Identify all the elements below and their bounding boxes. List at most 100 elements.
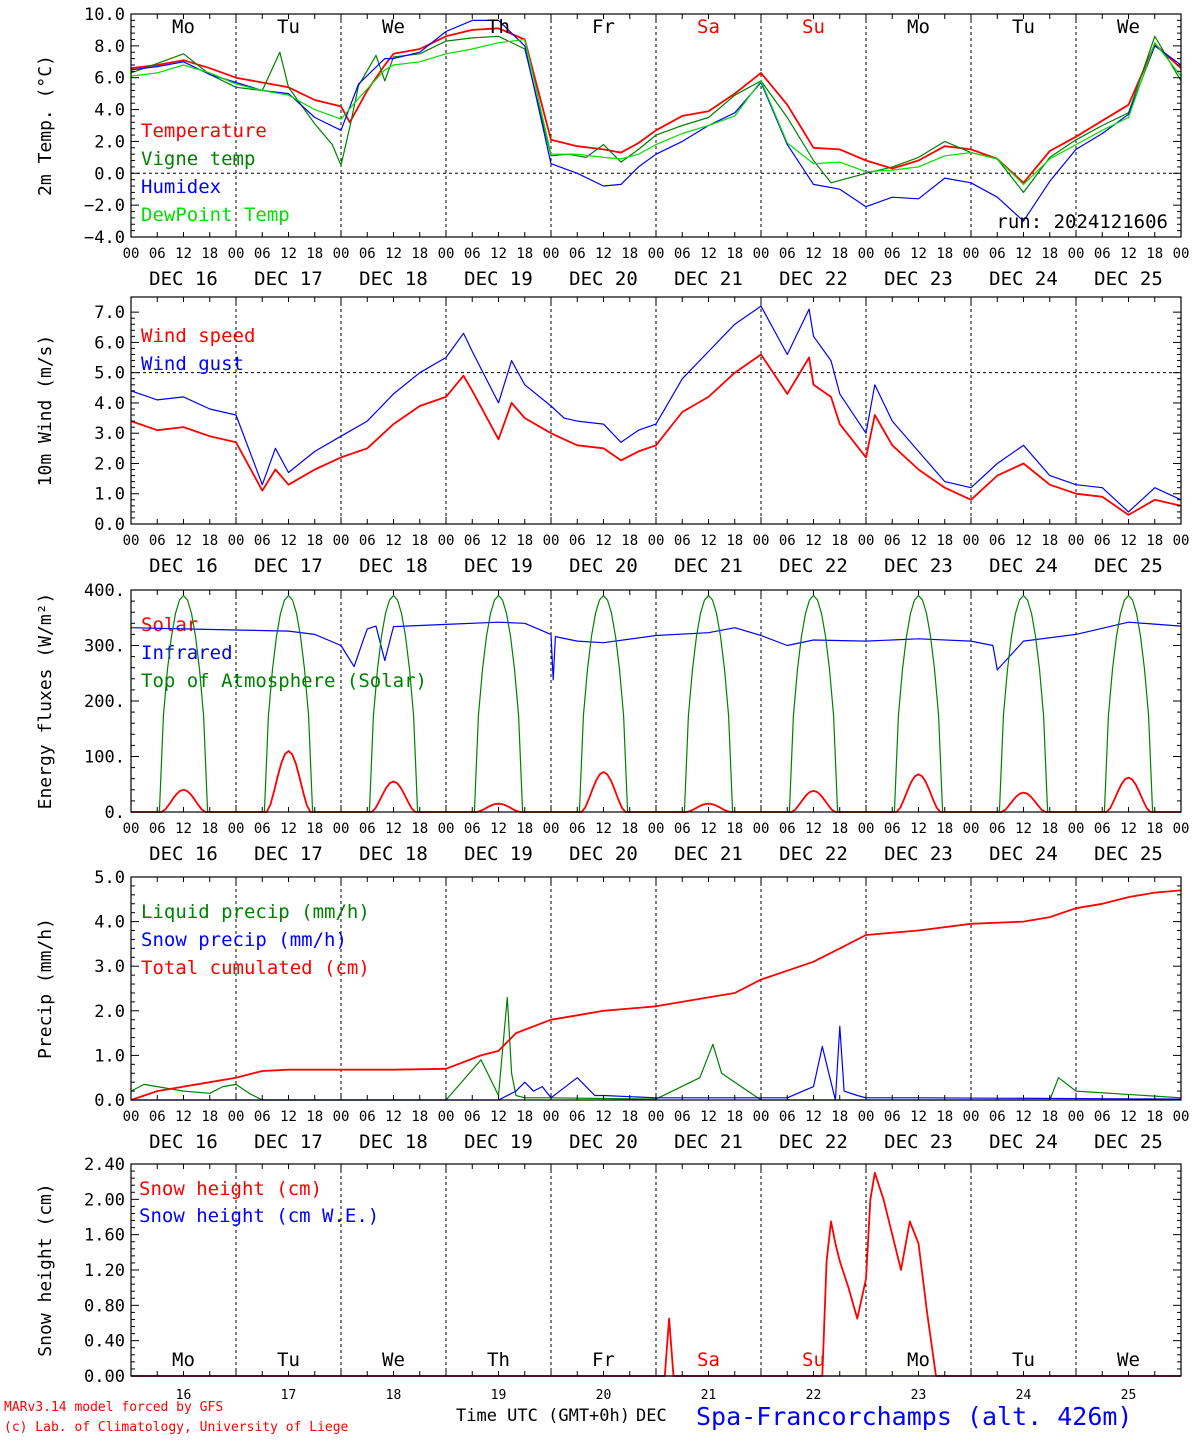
hour-tick-label: 00 [1173, 1109, 1190, 1125]
y-tick-label: 2.0 [94, 132, 125, 152]
date-label: DEC 19 [464, 555, 533, 577]
hour-tick-label: 06 [884, 533, 901, 549]
hour-tick-label: 18 [831, 246, 848, 262]
hour-tick-label: 06 [1094, 821, 1111, 837]
hour-tick-label: 12 [595, 821, 612, 837]
y-tick-label: 0. [105, 803, 125, 823]
hour-tick-label: 00 [858, 533, 875, 549]
y-tick-label: 3.0 [94, 424, 125, 444]
hour-tick-label: 18 [516, 533, 533, 549]
date-label: DEC 21 [674, 1131, 743, 1153]
weekday-label: Th [487, 1349, 510, 1371]
weekday-label: Th [487, 16, 510, 38]
hour-tick-label: 18 [621, 246, 638, 262]
xaxis-title: Time UTC (GMT+0h) DEC [456, 1406, 667, 1426]
hour-tick-label: 06 [464, 1109, 481, 1125]
hour-tick-label: 06 [1094, 1109, 1111, 1125]
hour-tick-label: 06 [254, 821, 271, 837]
hour-tick-label: 12 [280, 246, 297, 262]
hour-tick-label: 18 [201, 533, 218, 549]
hour-tick-label: 12 [1015, 821, 1032, 837]
hour-tick-label: 12 [490, 1109, 507, 1125]
hour-tick-label: 06 [1094, 246, 1111, 262]
date-label: DEC 21 [674, 268, 743, 290]
hour-tick-label: 00 [648, 246, 665, 262]
hour-tick-label: 06 [674, 821, 691, 837]
y-tick-label: 1.60 [84, 1226, 125, 1246]
date-label: DEC 20 [569, 268, 638, 290]
y-tick-label: 6.0 [94, 333, 125, 353]
y-tick-label: 400. [84, 581, 125, 601]
hour-tick-label: 00 [1173, 821, 1190, 837]
hour-tick-label: 00 [648, 821, 665, 837]
y-tick-label: 0.0 [94, 164, 125, 184]
hour-tick-label: 12 [910, 821, 927, 837]
y-tick-label: 2.00 [84, 1190, 125, 1210]
hour-tick-label: 06 [569, 1109, 586, 1125]
hour-tick-label: 12 [910, 533, 927, 549]
hour-tick-label: 18 [936, 821, 953, 837]
series-line-wind-gust [130, 305, 1182, 513]
date-label: DEC 25 [1094, 843, 1163, 865]
hour-tick-label: 18 [516, 821, 533, 837]
hour-tick-label: 18 [306, 821, 323, 837]
credit-lab: (c) Lab. of Climatology, University of L… [4, 1420, 349, 1435]
legend-entry: Wind speed [141, 325, 255, 347]
y-tick-label: 0.0 [94, 1091, 125, 1111]
hour-tick-label: 12 [700, 246, 717, 262]
hour-tick-label: 12 [910, 1109, 927, 1125]
hour-tick-label: 18 [936, 533, 953, 549]
y-tick-label: 4.0 [94, 394, 125, 414]
y-tick-label: 200. [84, 692, 125, 712]
hour-tick-label: 12 [385, 1109, 402, 1125]
y-tick-label: 0.80 [84, 1296, 125, 1316]
legend-entry: Liquid precip (mm/h) [141, 901, 370, 923]
date-label: DEC 21 [674, 843, 743, 865]
hour-tick-label: 06 [464, 533, 481, 549]
series-line-liquid-precip-mm-h- [130, 996, 1182, 1101]
date-label: DEC 19 [464, 843, 533, 865]
weekday-label: Tu [1012, 16, 1035, 38]
date-label: DEC 20 [569, 555, 638, 577]
hour-tick-label: 00 [543, 1109, 560, 1125]
date-label: DEC 23 [884, 1131, 953, 1153]
hour-tick-label: 06 [989, 246, 1006, 262]
legend-entry: Infrared [141, 642, 233, 664]
hour-tick-label: 06 [884, 246, 901, 262]
date-label: DEC 16 [149, 843, 218, 865]
hour-tick-label: 00 [543, 821, 560, 837]
hour-tick-label: 18 [621, 1109, 638, 1125]
y-tick-label: 3.0 [94, 957, 125, 977]
hour-tick-label: 06 [779, 1109, 796, 1125]
hour-tick-label: 18 [831, 821, 848, 837]
legend-entry: Snow height (cm W.E.) [139, 1205, 379, 1227]
xaxis-title-text: Time UTC (GMT+0h) [456, 1406, 630, 1426]
y-tick-label: 4.0 [94, 913, 125, 933]
hour-tick-label: 00 [963, 246, 980, 262]
hour-tick-label: 06 [359, 1109, 376, 1125]
legend-entry: Top of Atmosphere (Solar) [141, 670, 427, 692]
date-label: DEC 22 [779, 555, 848, 577]
legend-entry: Wind gust [141, 353, 244, 375]
weekday-label: Mo [907, 16, 930, 38]
hour-tick-label: 00 [123, 246, 140, 262]
weekday-label: We [382, 16, 405, 38]
hour-tick-label: 12 [385, 821, 402, 837]
legend-entry: Snow precip (mm/h) [141, 929, 347, 951]
hour-tick-label: 00 [648, 1109, 665, 1125]
hour-tick-label: 12 [910, 246, 927, 262]
hour-tick-label: 00 [1173, 246, 1190, 262]
hour-tick-label: 18 [831, 533, 848, 549]
date-label: DEC 17 [254, 1131, 323, 1153]
date-label: DEC 23 [884, 268, 953, 290]
panel-precip: Liquid precip (mm/h) Snow precip (mm/h) To… [35, 868, 1189, 1153]
hour-tick-label: 00 [648, 533, 665, 549]
y-tick-label: 8.0 [94, 37, 125, 57]
date-label: DEC 25 [1094, 555, 1163, 577]
date-label: DEC 19 [464, 268, 533, 290]
hour-tick-label: 00 [858, 246, 875, 262]
hour-tick-label: 18 [306, 1109, 323, 1125]
hour-tick-label: 06 [779, 533, 796, 549]
weekday-label: Sa [697, 16, 720, 38]
hour-tick-label: 06 [149, 821, 166, 837]
